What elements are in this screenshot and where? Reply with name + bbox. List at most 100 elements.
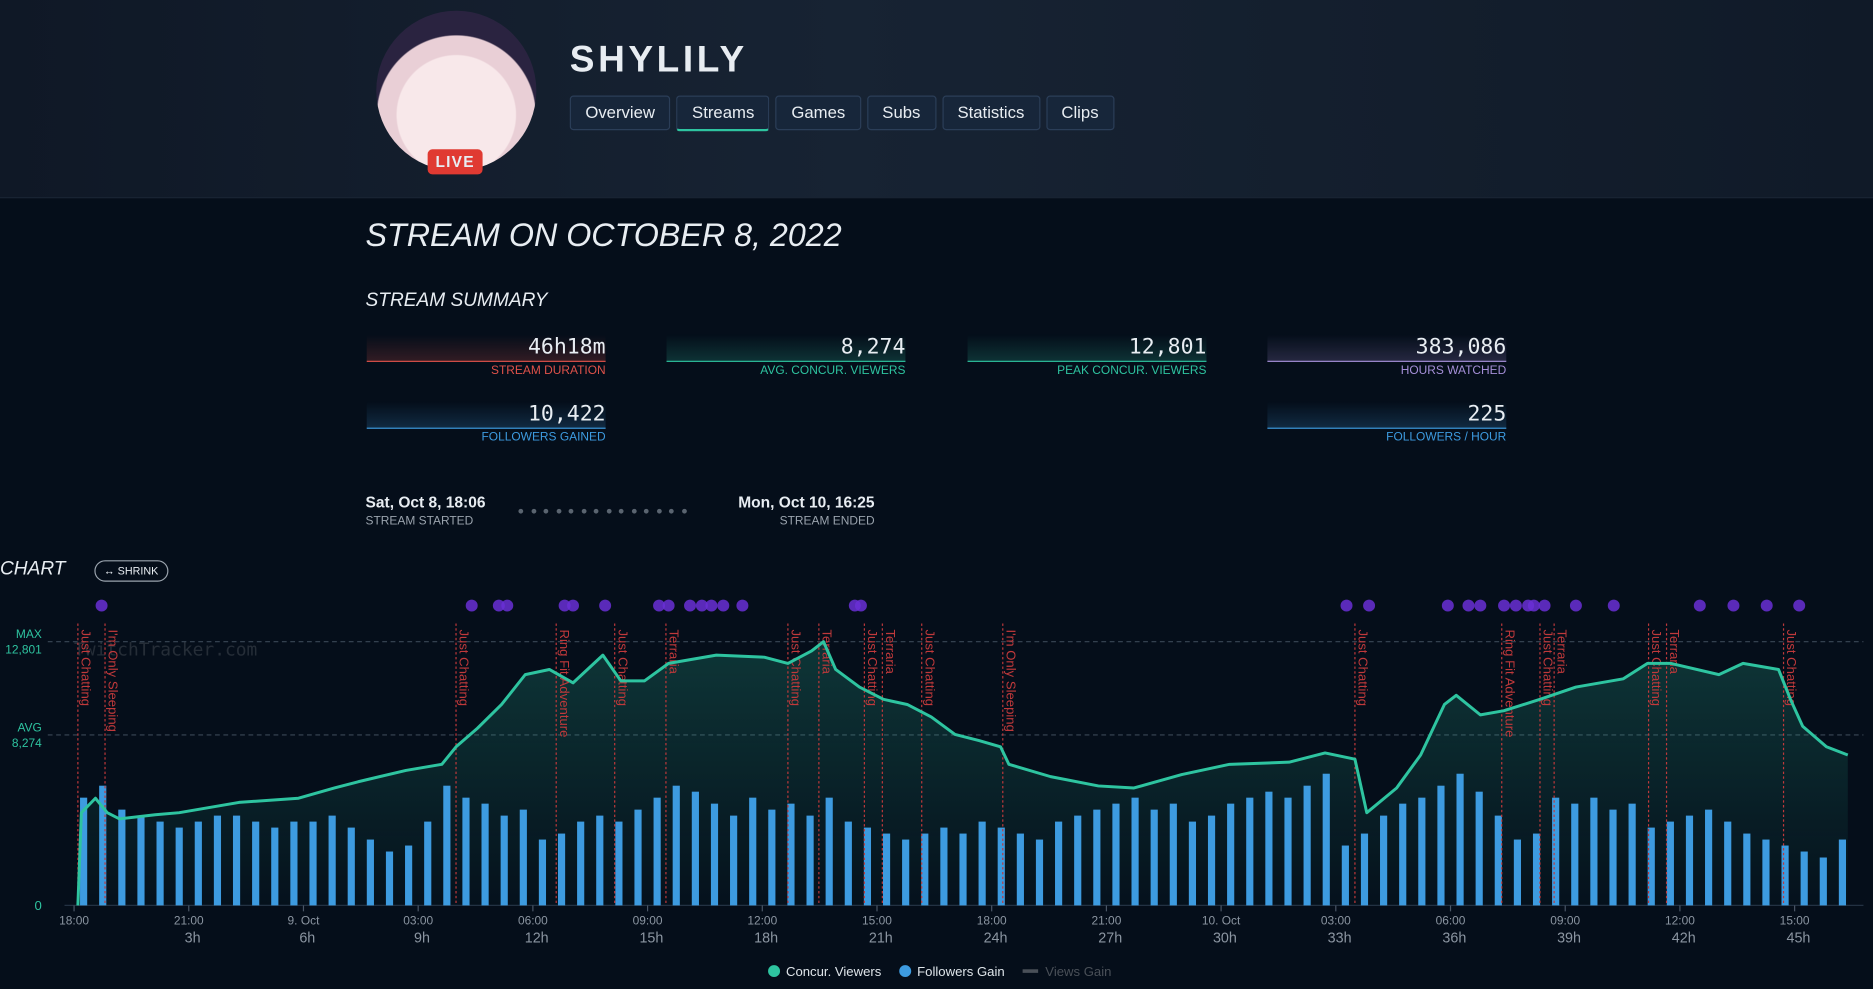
watermark: TwitchTracker.com <box>74 640 257 661</box>
follower-bar <box>1227 803 1235 906</box>
follower-bar <box>1284 797 1292 906</box>
stat-label: FOLLOWERS GAINED <box>366 427 606 444</box>
start-label: STREAM STARTED <box>365 514 474 528</box>
follower-bar <box>1418 797 1426 906</box>
legend-label[interactable]: Followers Gain <box>917 964 1005 979</box>
follower-bar <box>1380 815 1388 906</box>
follower-bar <box>1628 803 1636 906</box>
follower-bar <box>959 833 967 906</box>
x-tick-label: 06:00 <box>518 913 548 927</box>
event-marker <box>1462 599 1475 612</box>
stat: 225 FOLLOWERS / HOUR <box>1267 401 1507 444</box>
nav-tab[interactable]: Streams <box>676 95 770 132</box>
nav-tab[interactable]: Statistics <box>941 95 1040 131</box>
x-tick-label: 06:00 <box>1436 913 1466 927</box>
event-marker <box>492 599 505 612</box>
game-label: Terraria <box>1555 629 1570 674</box>
follower-bar <box>978 821 986 906</box>
follower-bar <box>902 839 910 906</box>
stat: 8,274 AVG. CONCUR. VIEWERS <box>666 334 906 377</box>
elapsed-tick-label: 6h <box>299 930 315 946</box>
shrink-button[interactable]: ↔ SHRINK <box>94 560 168 582</box>
follower-bar <box>1399 803 1407 906</box>
follower-bar <box>481 803 489 906</box>
reference-label: 8,274 <box>12 736 42 750</box>
live-badge: LIVE <box>427 149 483 175</box>
follower-bar <box>309 821 317 906</box>
event-marker <box>1340 599 1353 612</box>
legend-label[interactable]: Views Gain <box>1045 964 1111 979</box>
reference-label: 12,801 <box>5 643 42 657</box>
event-marker <box>501 599 514 612</box>
event-marker <box>717 599 730 612</box>
channel-name: SHYLILY <box>569 38 748 81</box>
x-tick-label: 15:00 <box>862 913 892 927</box>
follower-bar <box>232 815 241 906</box>
follower-bar <box>710 803 719 906</box>
follower-bar <box>137 815 145 906</box>
follower-bar <box>1590 797 1598 906</box>
event-marker <box>1498 599 1511 612</box>
elapsed-tick-label: 12h <box>525 930 549 946</box>
follower-bar <box>1819 857 1827 906</box>
follower-bar <box>347 827 355 906</box>
elapsed-tick-label: 39h <box>1557 930 1581 946</box>
game-label: Ring Fit Adventure <box>557 629 572 737</box>
event-marker <box>1509 599 1522 612</box>
nav-tab[interactable]: Games <box>775 95 861 131</box>
stream-start: Sat, Oct 8, 18:06 STREAM STARTED <box>366 493 486 528</box>
event-marker <box>1569 599 1582 612</box>
game-label: Just Chatting <box>78 629 93 706</box>
event-marker <box>558 599 571 612</box>
follower-bar <box>825 797 833 906</box>
reference-name: AVG <box>17 720 41 734</box>
x-tick-label: 18:00 <box>977 913 1007 927</box>
game-label: Ring Fit Adventure <box>1502 629 1517 737</box>
event-marker <box>1527 599 1540 612</box>
follower-bar <box>1705 809 1713 906</box>
channel-header: LIVE SHYLILY Overview Streams Games Subs Sta… <box>0 0 1873 199</box>
follower-bar <box>997 827 1005 906</box>
elapsed-tick-label: 30h <box>1213 930 1237 946</box>
stat-label: AVG. CONCUR. VIEWERS <box>666 360 906 377</box>
event-marker <box>599 599 612 612</box>
follower-bar <box>1762 839 1770 906</box>
follower-bar <box>844 821 852 906</box>
legend-label[interactable]: Concur. Viewers <box>786 964 882 979</box>
follower-bar <box>500 815 508 906</box>
event-marker <box>1363 599 1376 612</box>
elapsed-tick-label: 27h <box>1098 930 1122 946</box>
nav-tab[interactable]: Clips <box>1045 95 1115 131</box>
stream-end: Mon, Oct 10, 16:25 STREAM ENDED <box>738 493 874 528</box>
game-label: Just Chatting <box>865 629 880 706</box>
follower-bar <box>1303 785 1311 906</box>
stat: 10,422 FOLLOWERS GAINED <box>366 401 606 444</box>
follower-bar <box>1150 809 1158 906</box>
follower-bar <box>194 821 202 906</box>
chart-label: CHART <box>0 558 66 580</box>
game-label: Just Chatting <box>788 629 803 706</box>
event-marker <box>1793 599 1806 612</box>
follower-bar <box>596 815 604 906</box>
event-marker <box>736 599 749 612</box>
follower-bar <box>385 851 394 906</box>
event-marker <box>1607 599 1620 612</box>
event-marker <box>705 599 718 612</box>
follower-bar <box>1265 791 1273 906</box>
stat-value: 225 <box>1267 401 1507 428</box>
start-time: Sat, Oct 8, 18:06 <box>365 493 486 512</box>
follower-bar <box>787 803 795 906</box>
follower-bar <box>1609 809 1617 906</box>
legend-swatch <box>899 965 912 978</box>
follower-bar <box>538 839 547 906</box>
x-tick-label: 09:00 <box>633 913 663 927</box>
follower-bar <box>768 809 776 906</box>
game-label: Just Chatting <box>615 629 630 706</box>
nav-tab[interactable]: Overview <box>569 95 671 131</box>
follower-bar <box>1322 773 1330 906</box>
event-marker <box>1693 599 1706 612</box>
nav-tab[interactable]: Subs <box>866 95 936 131</box>
end-label: STREAM ENDED <box>779 514 875 528</box>
event-marker <box>695 599 708 612</box>
